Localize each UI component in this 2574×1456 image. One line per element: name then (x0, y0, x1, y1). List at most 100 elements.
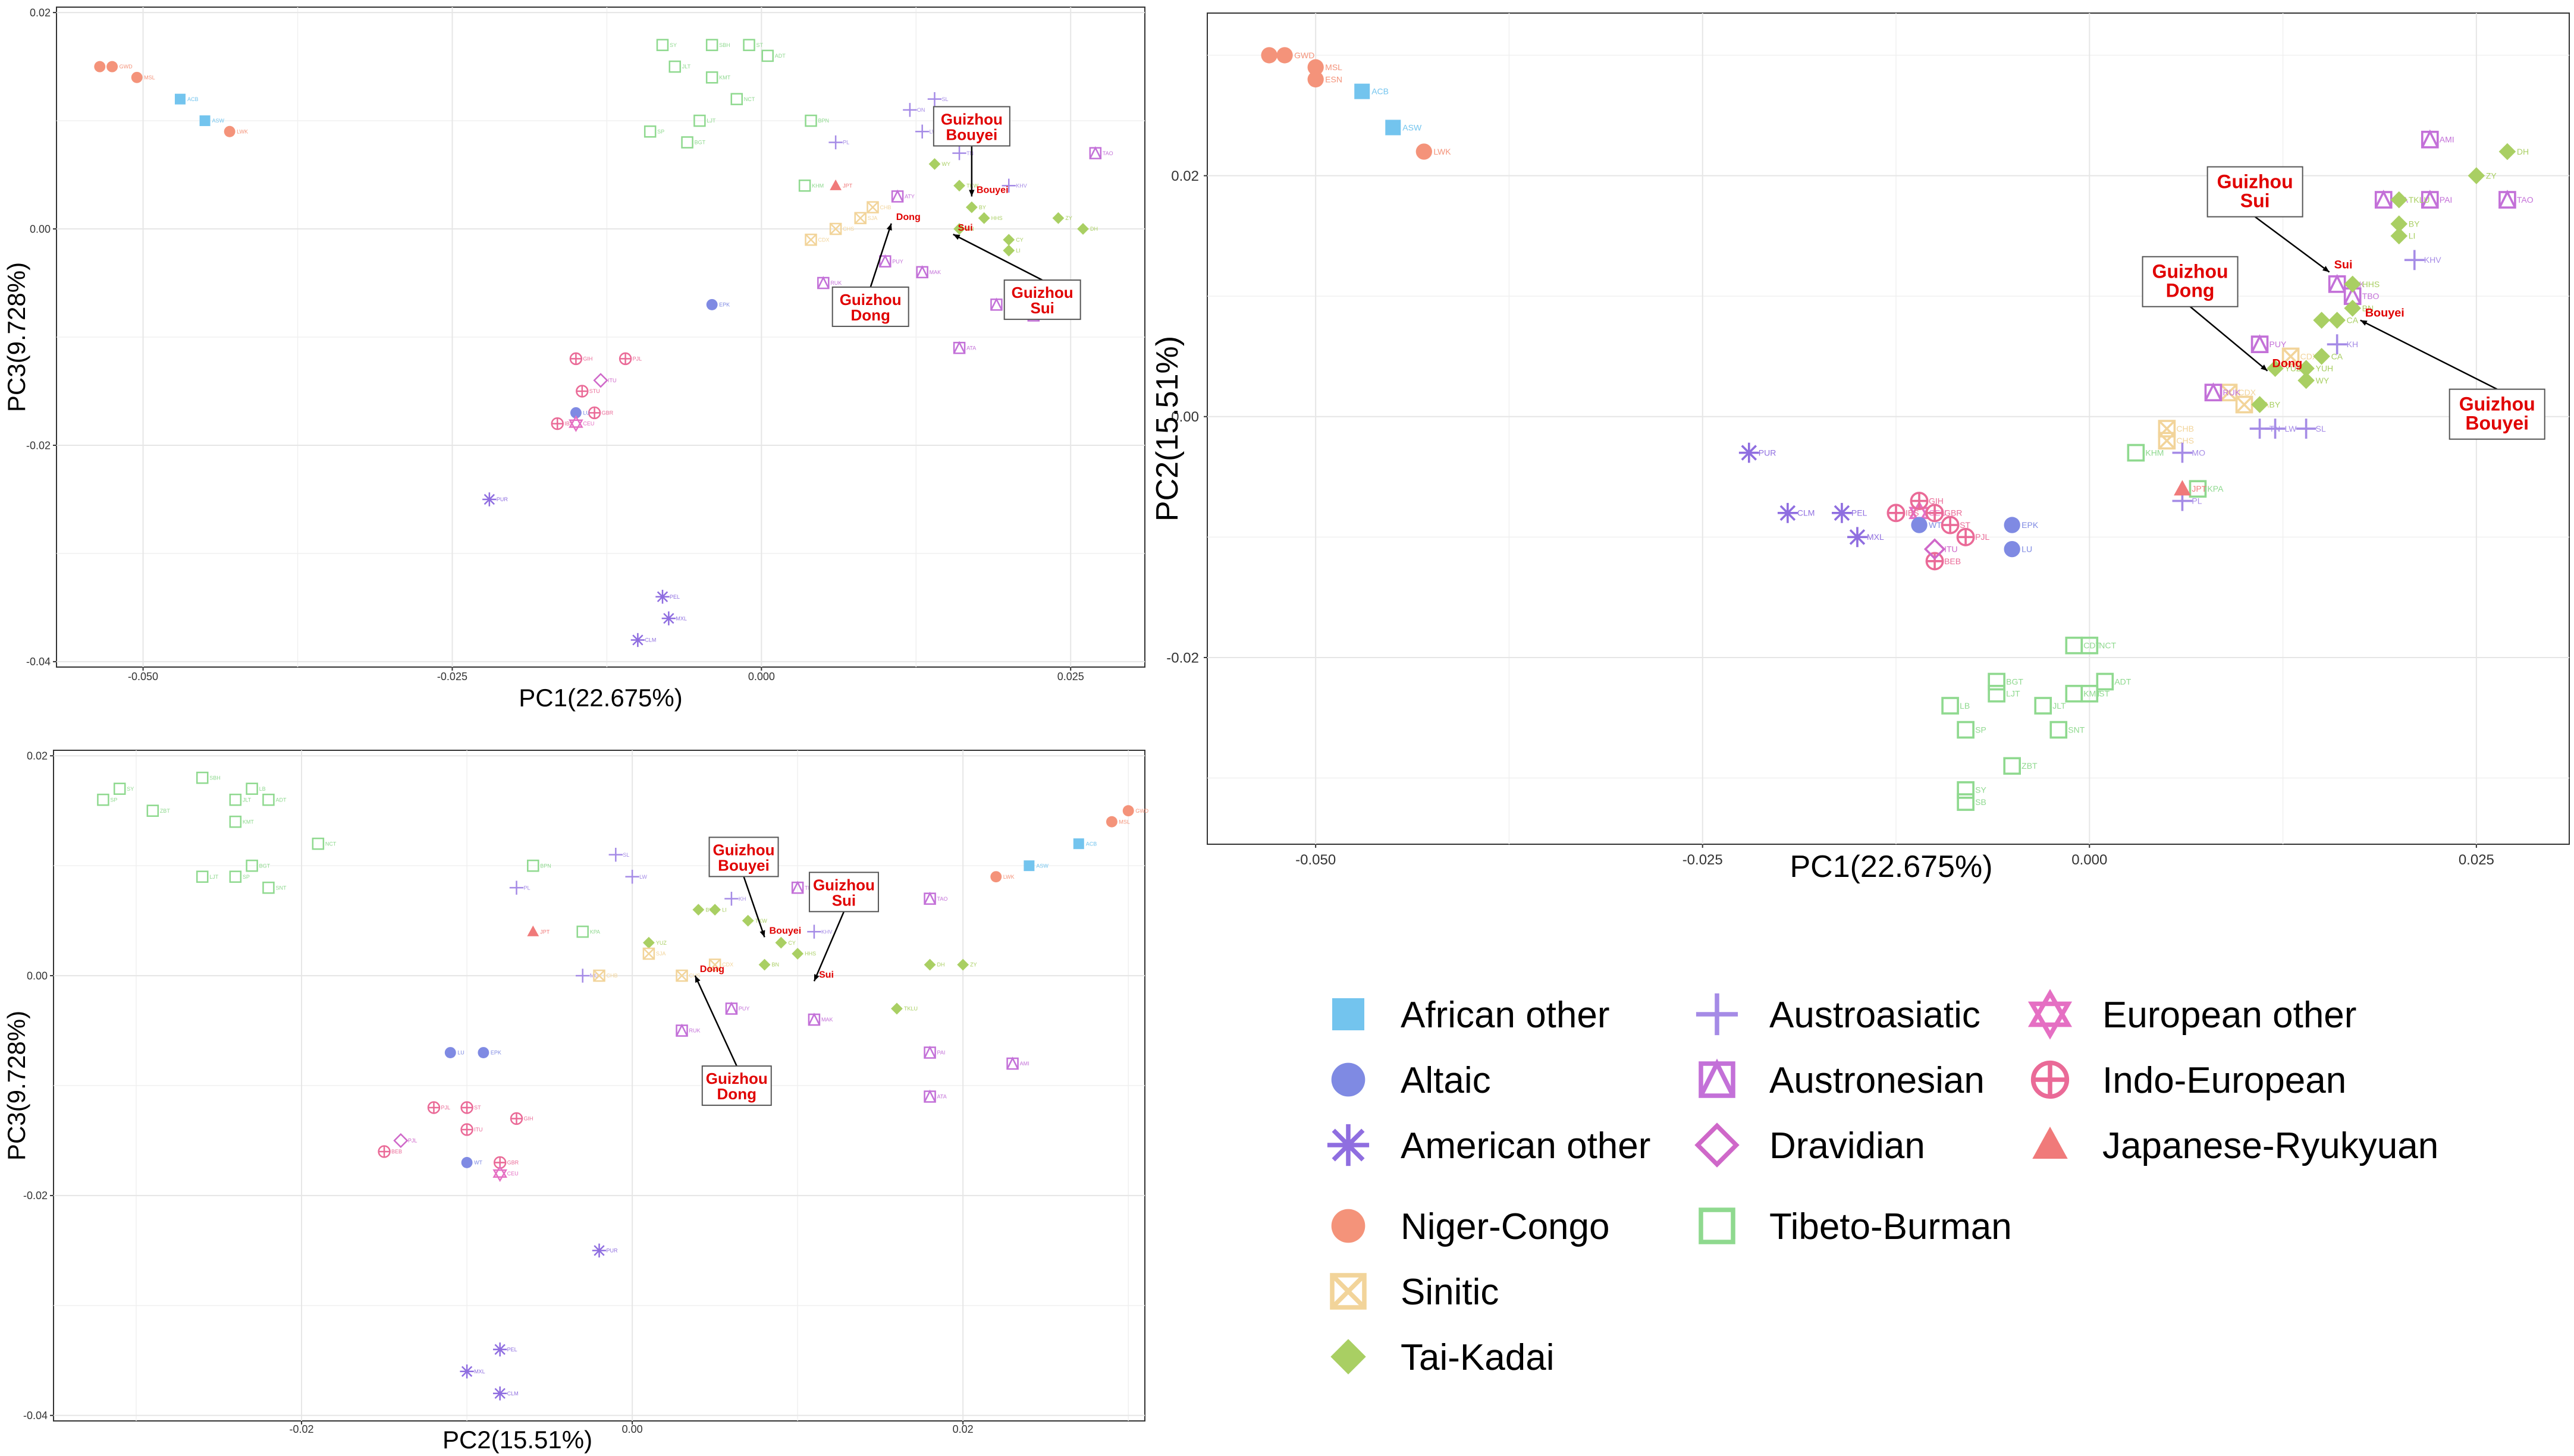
point-label: YUH (2316, 364, 2334, 373)
point-label: GBR (1944, 508, 1962, 518)
y-axis-title: PC3(9.728%) (2, 1011, 30, 1161)
point-label: ACB (1371, 87, 1389, 96)
callout-arrowhead (886, 223, 892, 231)
point-indo-european-beb (378, 1145, 391, 1158)
point-niger-congo-lwk (990, 871, 1002, 883)
point-indo-european-gih (1910, 492, 1929, 511)
legend-item-african-other: African other (1332, 995, 1610, 1036)
point-label: CEU (507, 1171, 519, 1177)
point-label: BEB (1944, 556, 1961, 566)
x-tick-label: 0.025 (1057, 671, 1084, 683)
point-label: LI (2409, 231, 2416, 241)
point-label: MXL (676, 615, 687, 621)
point-label: RUK (689, 1028, 701, 1034)
y-tick-label: -0.02 (23, 1190, 48, 1202)
point-label: SBH (719, 42, 730, 48)
point-sinitic-chb (593, 969, 605, 982)
callout-text: Dong (2166, 280, 2215, 301)
point-austronesian-ruk (676, 1023, 688, 1037)
point-european-other-ceu (569, 415, 583, 432)
point-american-other-pur (592, 1243, 607, 1258)
legend-item-sinitic: Sinitic (1330, 1272, 1499, 1313)
point-austronesian-tao (2498, 189, 2516, 209)
point-label: PUR (607, 1248, 619, 1254)
point-tibeto-burman-lb (246, 782, 258, 795)
point-tibeto-burman-ljt (196, 870, 209, 883)
legend-swatch-niger-congo (1331, 1209, 1366, 1243)
callouts: BouyeiGuizhouBouyeiSuiGuizhouSuiDongGuiz… (694, 837, 879, 1106)
point-african-other-asw (1024, 860, 1035, 872)
point-label: BY (2269, 400, 2281, 409)
legend-swatch-american-other (1327, 1124, 1370, 1166)
callout-arrowhead (695, 976, 701, 983)
callout-arrow (694, 975, 737, 1067)
point-label: MAK (930, 269, 941, 275)
point-label: BPN (540, 863, 551, 869)
point-label: PUR (1759, 448, 1776, 457)
callout-text: Guizhou (713, 841, 775, 858)
point-austroasiatic-khv (807, 924, 821, 939)
point-label: MSL (144, 74, 155, 80)
point-austroasiatic-sl (927, 92, 942, 106)
point-label: JPT (540, 929, 550, 935)
point-american-other-pur (482, 492, 497, 507)
point-tibeto-burman-sy (113, 782, 126, 795)
point-tai-kadai-ca (2328, 312, 2346, 329)
point-label: TKLU (904, 1006, 918, 1012)
legend-swatch-altaic (1331, 1062, 1366, 1097)
point-tibeto-burman-nct (730, 93, 743, 105)
point-tai-kadai-cy (1003, 234, 1015, 246)
x-tick-label: 0.02 (953, 1423, 974, 1435)
point-label: LW (2285, 424, 2297, 433)
point-tibeto-burman-sp (229, 870, 242, 883)
point-niger-congo-gwd (1122, 805, 1134, 817)
point-label: KPA (2207, 484, 2224, 493)
point-label: DH (1090, 226, 1098, 232)
legend-item-niger-congo: Niger-Congo (1331, 1206, 1610, 1247)
point-altaic-lu (570, 407, 582, 419)
point-altaic-wt (461, 1156, 473, 1168)
point-niger-congo-lwk (224, 125, 236, 137)
callout-text: Guizhou (2217, 171, 2293, 193)
point-tai-kadai-bn (953, 223, 965, 235)
callout-text: Sui (832, 891, 856, 909)
point-american-other-pel (1832, 502, 1852, 523)
point-austroasiatic-mo (2172, 442, 2193, 463)
point-label: LU (583, 410, 590, 416)
point-tai-kadai-hhs (792, 948, 804, 960)
point-indo-european-pjl (1956, 527, 1975, 546)
point-label: LW (639, 874, 647, 880)
point-label: PJL (1975, 532, 1989, 542)
point-tai-kadai-by (2251, 396, 2268, 413)
point-label: HHS (2362, 279, 2380, 289)
x-tick-label: -0.025 (437, 671, 467, 683)
y-tick-label: 0.00 (1171, 409, 1199, 425)
point-tibeto-burman-sb (1957, 793, 1975, 811)
x-tick-label: -0.025 (1682, 852, 1723, 868)
point-tai-kadai-wy (2297, 372, 2315, 389)
point-tibeto-burman-sp (1957, 721, 1975, 739)
point-indo-european-stu (576, 385, 589, 398)
point-niger-congo-gwd (1276, 47, 1293, 64)
point-label: ZY (1065, 215, 1072, 221)
legend-item-japanese-ryukyuan: Japanese-Ryukyuan (2032, 1125, 2438, 1166)
point-tai-kadai-zy (957, 958, 969, 971)
point-label: ITU (474, 1127, 483, 1133)
point-label: STU (589, 388, 600, 394)
point-american-other-mxl (1847, 527, 1867, 548)
point-tibeto-burman-lb (1941, 697, 1959, 715)
point-tibeto-burman-adt (2096, 672, 2114, 691)
point-tai-kadai-li (2390, 227, 2408, 245)
callout-point-label: Dong (700, 964, 724, 974)
callout-arrowhead (953, 234, 960, 240)
point-label: CY (788, 940, 796, 946)
point-tibeto-burman-khm (2127, 444, 2145, 462)
point-label: MXL (1867, 532, 1884, 542)
point-austronesian-tao (1089, 146, 1102, 159)
callout-text: Bouyei (2465, 413, 2529, 434)
point-indo-european-gbr (1925, 504, 1944, 523)
point-tibeto-burman-snt (262, 881, 275, 894)
